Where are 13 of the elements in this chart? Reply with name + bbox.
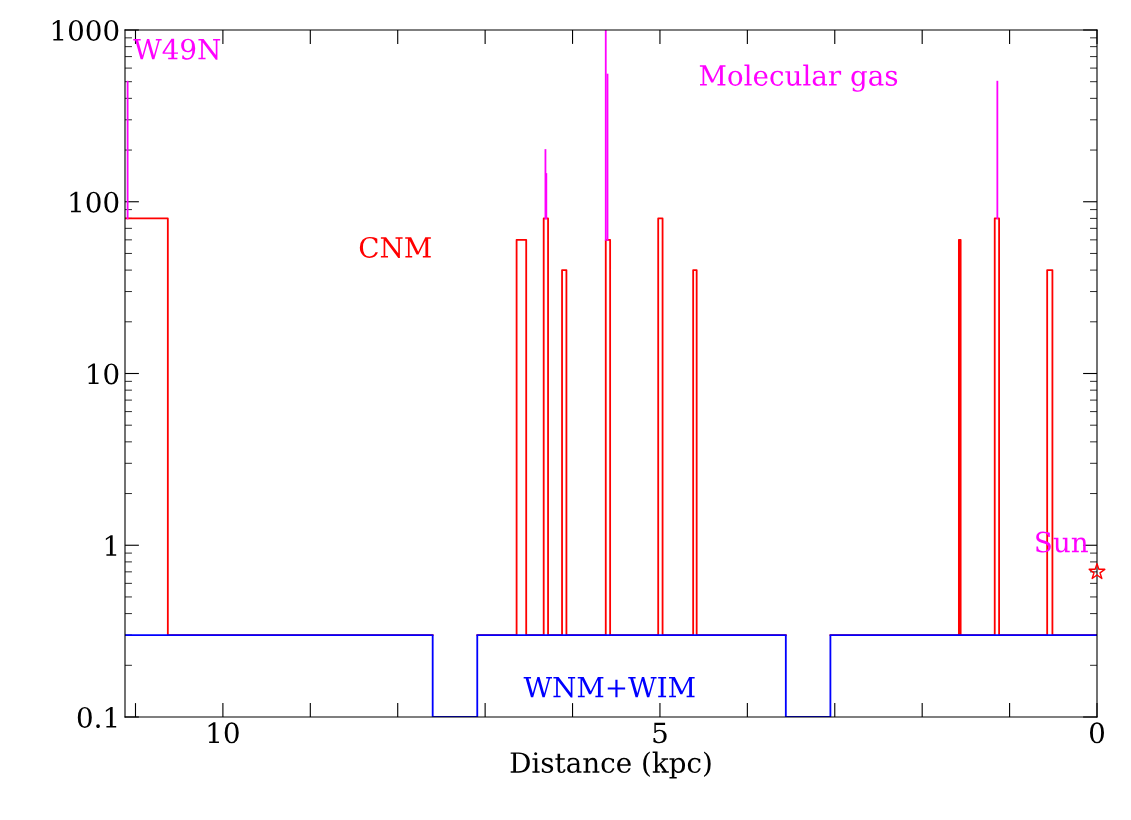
text: Molecular gas	[699, 64, 898, 92]
series-label: WNM+WIM	[523, 676, 695, 698]
text: CNM	[359, 236, 431, 258]
x-tick-label: 10	[208, 722, 239, 744]
x-tick-label: 5	[653, 722, 667, 744]
y-tick-label: 100	[70, 191, 119, 213]
y-tick-label: 1000	[52, 19, 119, 41]
y-tick-label: 0.1	[77, 706, 117, 728]
y-tick-label: 10	[88, 363, 119, 385]
y-tick-label: 1	[105, 535, 117, 556]
annotation: W49N	[133, 38, 221, 60]
x-axis-title: Distance (kpc)	[510, 751, 711, 779]
x-tick-label: 0	[1089, 722, 1104, 744]
